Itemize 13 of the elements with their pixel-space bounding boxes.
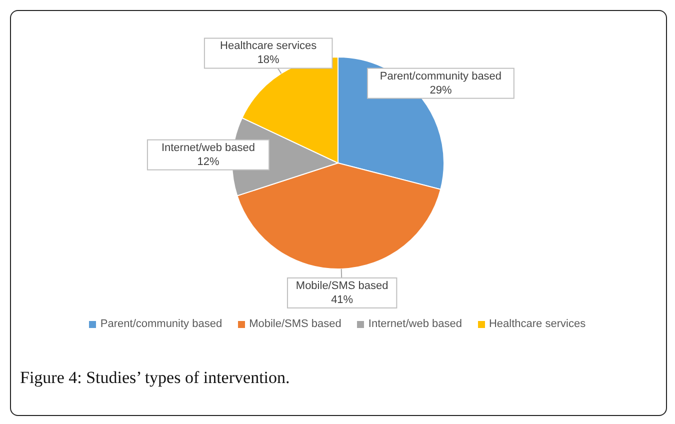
data-label: 18% bbox=[257, 54, 280, 66]
caption: Figure 4: Studies’ types of intervention. bbox=[20, 368, 290, 388]
legend-label: Internet/web based bbox=[368, 318, 462, 330]
legend-label: Healthcare services bbox=[488, 318, 586, 330]
legend-label: Parent/community based bbox=[100, 318, 222, 330]
slice-label: Healthcare services bbox=[220, 40, 318, 52]
slice-label: Internet/web based bbox=[161, 142, 256, 154]
data-label: 12% bbox=[197, 156, 220, 168]
slice-label: Parent/community based bbox=[380, 70, 502, 82]
slice-label: Mobile/SMS based bbox=[296, 280, 388, 292]
data-label: 29% bbox=[430, 84, 452, 96]
legend-label: Mobile/SMS based bbox=[249, 318, 342, 330]
data-label: 41% bbox=[331, 294, 354, 306]
